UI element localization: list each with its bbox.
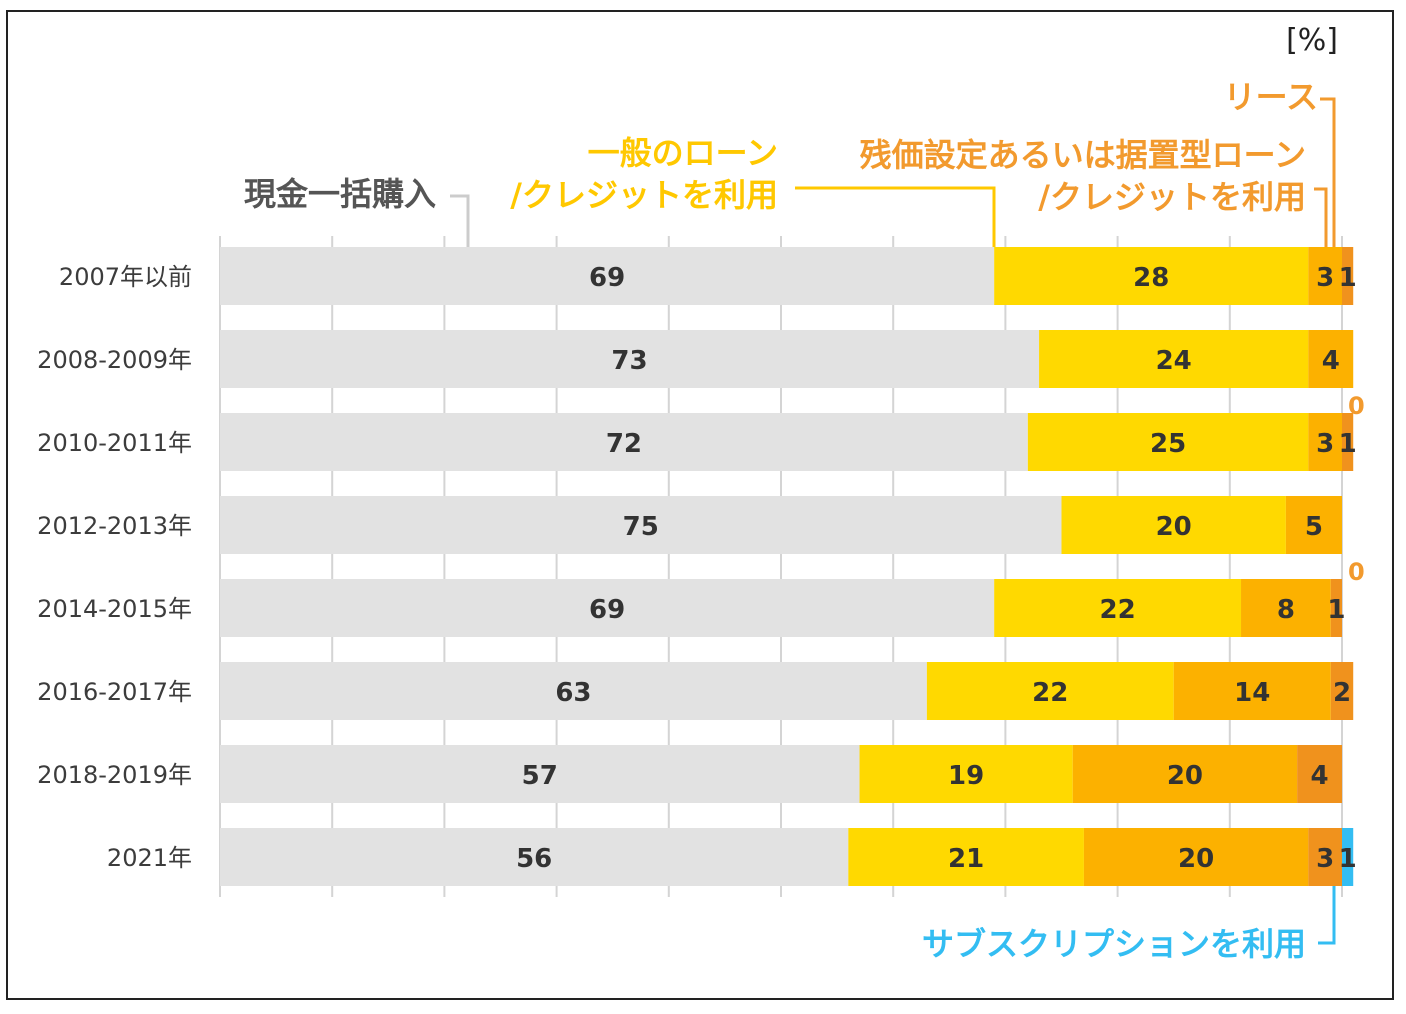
data-label: 20 bbox=[1167, 761, 1203, 791]
bar-segment-4 bbox=[1308, 828, 1342, 886]
bar-segment-1 bbox=[220, 330, 1040, 388]
zero-label: 0 bbox=[1348, 558, 1365, 586]
data-label: 22 bbox=[1100, 595, 1136, 625]
bar-segment-5 bbox=[1342, 828, 1354, 886]
leader-line-lease bbox=[1320, 97, 1336, 247]
bar-segment-3 bbox=[1083, 828, 1309, 886]
data-label: 20 bbox=[1156, 512, 1192, 542]
bar-segment-4 bbox=[1342, 247, 1354, 305]
bar-segment-4 bbox=[1330, 662, 1354, 720]
data-label: 5 bbox=[1305, 512, 1323, 542]
data-label: 72 bbox=[606, 429, 642, 459]
bar-segment-3 bbox=[1173, 662, 1331, 720]
data-label: 1 bbox=[1339, 263, 1357, 293]
data-label: 25 bbox=[1150, 429, 1186, 459]
data-label: 56 bbox=[516, 844, 552, 874]
bar-segment-1 bbox=[220, 579, 995, 637]
legend-label-residual-line1: 残価設定あるいは据置型ローン bbox=[860, 136, 1306, 174]
zero-label: 0 bbox=[1348, 392, 1365, 420]
bar-segment-4 bbox=[1297, 745, 1342, 803]
bar-segment-1 bbox=[220, 745, 860, 803]
data-label: 24 bbox=[1156, 346, 1192, 376]
bar-segment-2 bbox=[994, 579, 1242, 637]
data-label: 73 bbox=[611, 346, 647, 376]
legend-label-subscription: サブスクリプションを利用 bbox=[922, 925, 1306, 963]
bar-segment-3 bbox=[1241, 579, 1331, 637]
bar-segment-2 bbox=[1027, 413, 1309, 471]
data-label: 3 bbox=[1316, 263, 1334, 293]
category-label: 2010-2011年 bbox=[37, 429, 192, 457]
data-label: 2 bbox=[1333, 678, 1351, 708]
legend-label-cash: 現金一括購入 bbox=[244, 175, 436, 213]
bar-segment-2 bbox=[1061, 496, 1286, 554]
legend-label-residual-line2: /クレジットを利用 bbox=[1038, 178, 1306, 216]
bar-segment-2 bbox=[848, 828, 1084, 886]
bar-segment-1 bbox=[220, 496, 1062, 554]
legend-label-loan-line2: /クレジットを利用 bbox=[510, 176, 778, 214]
bar-segment-2 bbox=[994, 247, 1309, 305]
data-label: 19 bbox=[948, 761, 984, 791]
data-label: 20 bbox=[1178, 844, 1214, 874]
category-label: 2016-2017年 bbox=[37, 678, 192, 706]
data-label: 14 bbox=[1234, 678, 1270, 708]
leader-line-cash bbox=[450, 194, 470, 247]
bar-segment-4 bbox=[1342, 413, 1354, 471]
data-label: 3 bbox=[1316, 429, 1334, 459]
category-label: 2008-2009年 bbox=[37, 346, 192, 374]
legend-label-lease: リース bbox=[1224, 78, 1318, 116]
data-label: 8 bbox=[1277, 595, 1295, 625]
bar-segment-2 bbox=[926, 662, 1174, 720]
bar-segment-1 bbox=[220, 662, 927, 720]
bar-segment-1 bbox=[220, 247, 995, 305]
category-label: 2007年以前 bbox=[59, 263, 192, 291]
leader-line-residual bbox=[1314, 187, 1328, 247]
bar-segment-2 bbox=[859, 745, 1073, 803]
data-label: 57 bbox=[522, 761, 558, 791]
data-label: 4 bbox=[1311, 761, 1329, 791]
unit-label: [%] bbox=[1286, 23, 1338, 58]
data-label: 69 bbox=[589, 595, 625, 625]
category-label: 2021年 bbox=[107, 844, 192, 872]
bar-segment-3 bbox=[1308, 247, 1342, 305]
category-label: 2018-2019年 bbox=[37, 761, 192, 789]
data-label: 63 bbox=[555, 678, 591, 708]
data-label: 3 bbox=[1316, 844, 1334, 874]
data-label: 1 bbox=[1327, 595, 1345, 625]
data-label: 69 bbox=[589, 263, 625, 293]
data-label: 21 bbox=[948, 844, 984, 874]
category-label: 2014-2015年 bbox=[37, 595, 192, 623]
bar-segment-3 bbox=[1072, 745, 1298, 803]
leader-line-loan bbox=[795, 186, 996, 247]
bar-segment-1 bbox=[220, 828, 849, 886]
data-label: 1 bbox=[1339, 844, 1357, 874]
data-label: 28 bbox=[1133, 263, 1169, 293]
bar-segment-4 bbox=[1330, 579, 1342, 637]
category-label: 2012-2013年 bbox=[37, 512, 192, 540]
data-label: 75 bbox=[623, 512, 659, 542]
chart-frame bbox=[6, 10, 1394, 1000]
data-label: 1 bbox=[1339, 429, 1357, 459]
bar-segment-3 bbox=[1308, 413, 1342, 471]
bar-segment-2 bbox=[1039, 330, 1309, 388]
bar-segment-3 bbox=[1285, 496, 1342, 554]
leader-line-subscription bbox=[1318, 886, 1336, 945]
bar-segment-3 bbox=[1308, 330, 1354, 388]
bar-segment-1 bbox=[220, 413, 1028, 471]
legend-label-loan-line1: 一般のローン bbox=[588, 134, 778, 172]
data-label: 4 bbox=[1322, 346, 1340, 376]
data-label: 22 bbox=[1032, 678, 1068, 708]
